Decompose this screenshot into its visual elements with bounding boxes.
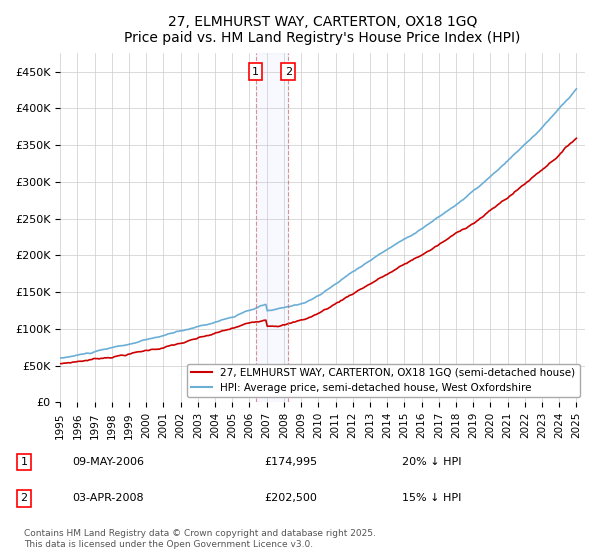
Text: £174,995: £174,995 (264, 457, 317, 467)
Text: 1: 1 (20, 457, 28, 467)
Text: 2: 2 (20, 493, 28, 503)
Legend: 27, ELMHURST WAY, CARTERTON, OX18 1GQ (semi-detached house), HPI: Average price,: 27, ELMHURST WAY, CARTERTON, OX18 1GQ (s… (187, 363, 580, 397)
Text: Contains HM Land Registry data © Crown copyright and database right 2025.
This d: Contains HM Land Registry data © Crown c… (24, 529, 376, 549)
Text: 03-APR-2008: 03-APR-2008 (72, 493, 143, 503)
Text: £202,500: £202,500 (264, 493, 317, 503)
Text: 09-MAY-2006: 09-MAY-2006 (72, 457, 144, 467)
Text: 2: 2 (284, 67, 292, 77)
Bar (256, 53, 288, 403)
Title: 27, ELMHURST WAY, CARTERTON, OX18 1GQ
Price paid vs. HM Land Registry's House Pr: 27, ELMHURST WAY, CARTERTON, OX18 1GQ Pr… (124, 15, 521, 45)
Text: 15% ↓ HPI: 15% ↓ HPI (402, 493, 461, 503)
Text: 20% ↓ HPI: 20% ↓ HPI (402, 457, 461, 467)
Text: 1: 1 (252, 67, 259, 77)
